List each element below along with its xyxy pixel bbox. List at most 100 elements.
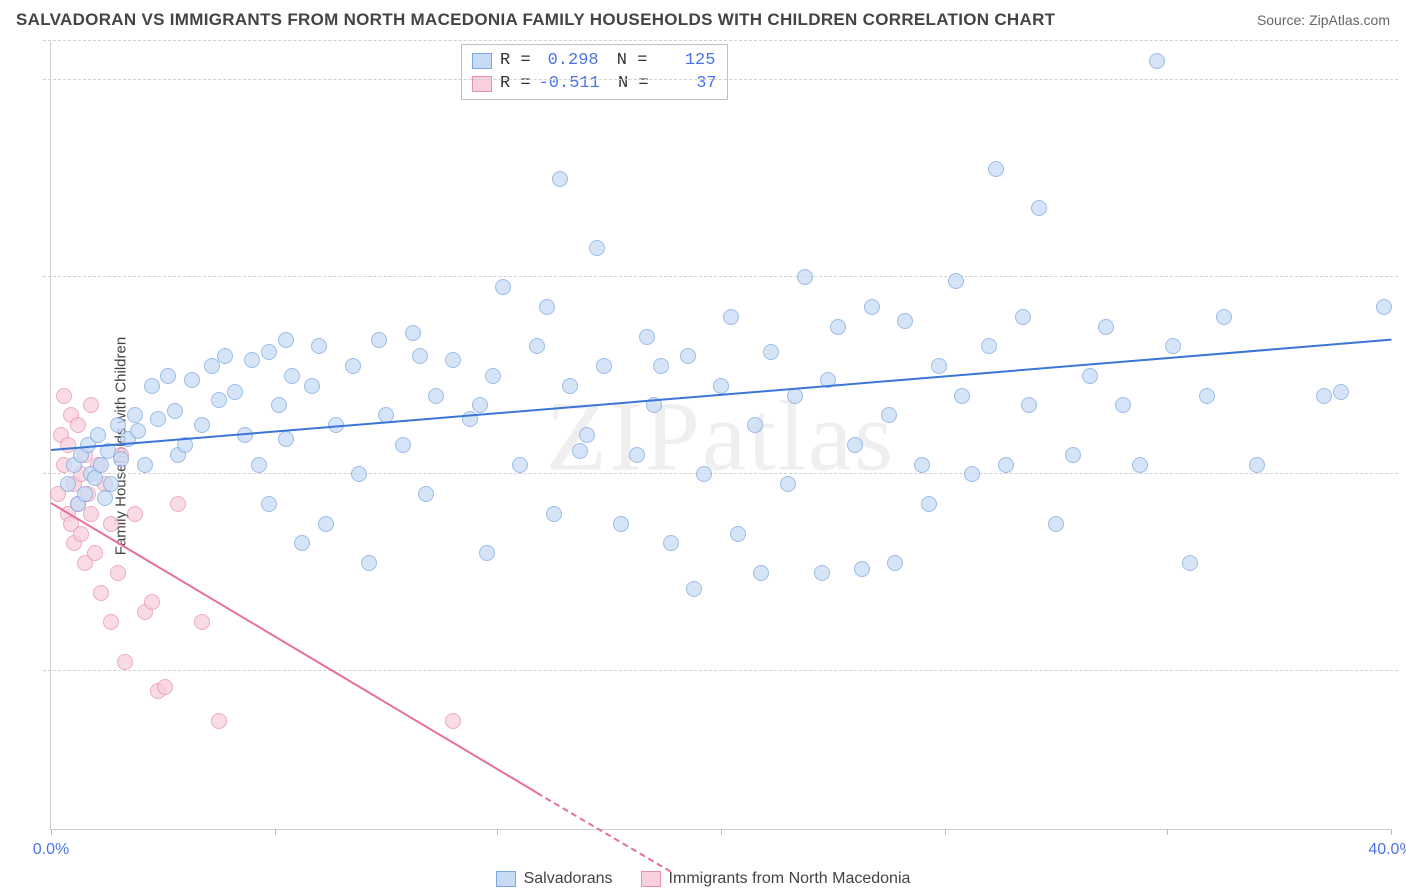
data-point: [445, 713, 461, 729]
data-point: [998, 457, 1014, 473]
gridline: [43, 40, 1398, 41]
data-point: [1333, 384, 1349, 400]
source-label: Source: ZipAtlas.com: [1257, 12, 1390, 28]
data-point: [629, 447, 645, 463]
data-point: [103, 614, 119, 630]
y-tick-label: 20.0%: [1400, 644, 1406, 662]
data-point: [83, 506, 99, 522]
data-point: [1048, 516, 1064, 532]
data-point: [130, 423, 146, 439]
data-point: [184, 372, 200, 388]
data-point: [73, 526, 89, 542]
data-point: [150, 411, 166, 427]
data-point: [1216, 309, 1232, 325]
data-point: [954, 388, 970, 404]
data-point: [897, 313, 913, 329]
gridline: [43, 79, 1398, 80]
data-point: [512, 457, 528, 473]
n-value-2: 37: [657, 74, 717, 93]
legend-label-1: Salvadorans: [524, 870, 613, 888]
data-point: [127, 407, 143, 423]
data-point: [1376, 299, 1392, 315]
data-point: [596, 358, 612, 374]
data-point: [395, 437, 411, 453]
data-point: [157, 679, 173, 695]
data-point: [696, 466, 712, 482]
data-point: [70, 417, 86, 433]
data-point: [127, 506, 143, 522]
data-point: [981, 338, 997, 354]
bottom-legend: Salvadorans Immigrants from North Macedo…: [0, 870, 1406, 888]
data-point: [780, 476, 796, 492]
data-point: [864, 299, 880, 315]
data-point: [103, 516, 119, 532]
data-point: [552, 171, 568, 187]
data-point: [318, 516, 334, 532]
gridline: [43, 276, 1398, 277]
data-point: [964, 466, 980, 482]
data-point: [921, 496, 937, 512]
data-point: [529, 338, 545, 354]
x-tick-mark: [497, 829, 498, 835]
data-point: [948, 273, 964, 289]
data-point: [914, 457, 930, 473]
chart-header: SALVADORAN VS IMMIGRANTS FROM NORTH MACE…: [16, 10, 1390, 30]
data-point: [1065, 447, 1081, 463]
data-point: [830, 319, 846, 335]
data-point: [194, 417, 210, 433]
data-point: [261, 496, 277, 512]
data-point: [1182, 555, 1198, 571]
r-value-2: -0.511: [539, 74, 600, 93]
data-point: [87, 545, 103, 561]
data-point: [579, 427, 595, 443]
x-tick-label: 0.0%: [33, 841, 69, 859]
data-point: [589, 240, 605, 256]
swatch-series-1: [472, 53, 492, 69]
data-point: [284, 368, 300, 384]
data-point: [763, 344, 779, 360]
data-point: [988, 161, 1004, 177]
data-point: [311, 338, 327, 354]
x-tick-label: 40.0%: [1368, 841, 1406, 859]
y-tick-label: 50.0%: [1400, 53, 1406, 71]
data-point: [753, 565, 769, 581]
data-point: [881, 407, 897, 423]
data-point: [680, 348, 696, 364]
data-point: [144, 378, 160, 394]
data-point: [730, 526, 746, 542]
data-point: [144, 594, 160, 610]
data-point: [479, 545, 495, 561]
data-point: [572, 443, 588, 459]
data-point: [194, 614, 210, 630]
data-point: [613, 516, 629, 532]
data-point: [345, 358, 361, 374]
data-point: [351, 466, 367, 482]
x-tick-mark: [945, 829, 946, 835]
r-value-1: 0.298: [539, 51, 599, 70]
gridline: [43, 473, 1398, 474]
data-point: [485, 368, 501, 384]
data-point: [110, 565, 126, 581]
x-tick-mark: [1167, 829, 1168, 835]
scatter-plot: ZIPatlas R =0.298 N =125 R =-0.511 N =37…: [50, 42, 1390, 830]
data-point: [371, 332, 387, 348]
data-point: [405, 325, 421, 341]
data-point: [1082, 368, 1098, 384]
data-point: [847, 437, 863, 453]
data-point: [539, 299, 555, 315]
data-point: [93, 457, 109, 473]
stats-row-1: R =0.298 N =125: [472, 49, 717, 72]
data-point: [160, 368, 176, 384]
data-point: [251, 457, 267, 473]
data-point: [723, 309, 739, 325]
data-point: [83, 397, 99, 413]
data-point: [1031, 200, 1047, 216]
legend-item-2: Immigrants from North Macedonia: [641, 870, 911, 888]
data-point: [686, 581, 702, 597]
data-point: [1149, 53, 1165, 69]
legend-label-2: Immigrants from North Macedonia: [669, 870, 911, 888]
data-point: [244, 352, 260, 368]
data-point: [60, 476, 76, 492]
data-point: [1316, 388, 1332, 404]
data-point: [1165, 338, 1181, 354]
